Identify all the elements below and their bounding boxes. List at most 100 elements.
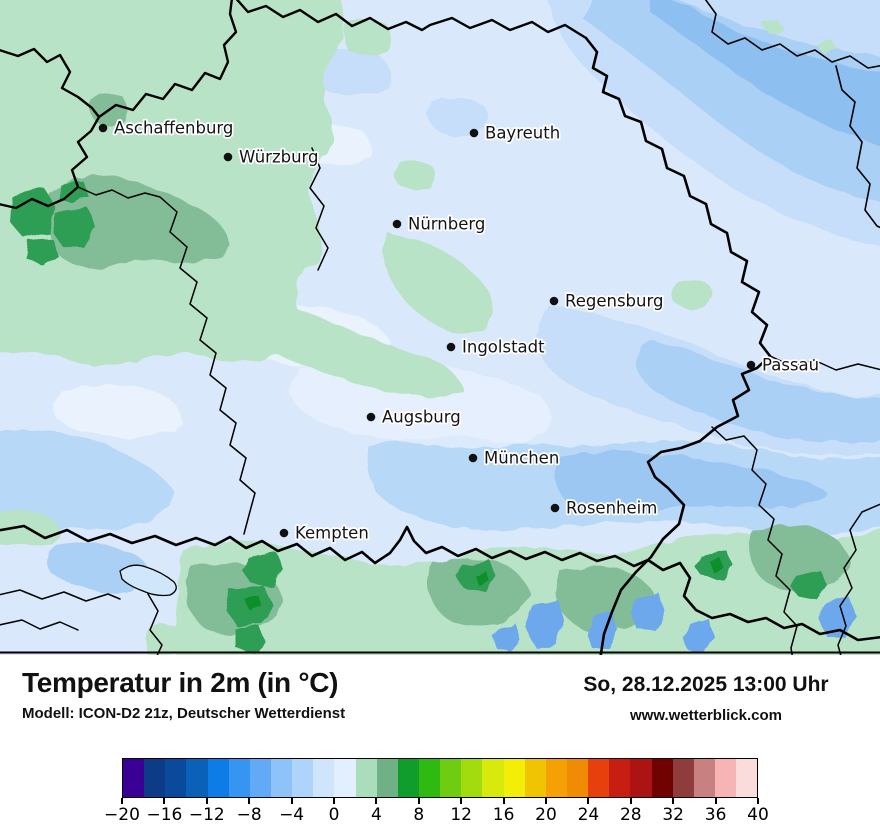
colorbar-segment: [292, 759, 314, 797]
city-dot: [746, 360, 756, 370]
colorbar-tick-label: −20: [104, 805, 140, 825]
border-alps: [0, 524, 880, 642]
colorbar-segment: [144, 759, 166, 797]
city-label: Rosenheim: [566, 499, 657, 518]
colorbar-segment: [376, 759, 398, 797]
terrain-green-dark: [10, 180, 828, 652]
city-dot: [223, 152, 233, 162]
colorbar-tick: [757, 798, 759, 804]
border-tyrol-salzburg: [711, 426, 798, 655]
colorbar-ticks: −20 −16 −12 −8 −4 0 4 8 12 16 20 24 28 32 36 40: [104, 798, 769, 828]
colorbar-tick: [163, 798, 166, 804]
temperature-colorbar: [122, 758, 758, 798]
colorbar-segment: [482, 759, 504, 797]
map-bottom-divider: [0, 651, 880, 654]
colorbar-tick-label: 36: [704, 805, 727, 825]
border-lines: [0, 0, 880, 655]
colorbar-tick: [502, 798, 505, 804]
forecast-datetime: So, 28.12.2025 13:00 Uhr: [583, 673, 829, 696]
border-swiss-south: [0, 619, 79, 631]
border-ne-corner-2: [835, 65, 880, 229]
map-svg: Aschaffenburg Würzburg Bayreuth Nürnberg Reg…: [0, 0, 880, 655]
colorbar-tick-label: −16: [146, 805, 183, 825]
colorbar-segment: [609, 759, 631, 797]
city-label: Kempten: [295, 524, 369, 543]
colorbar-tick-label: 32: [662, 805, 685, 825]
colorbar-segment: [588, 759, 610, 797]
colorbar-tick: [629, 798, 632, 804]
city-label: Regensburg: [565, 292, 663, 311]
colorbar-tick-label: −12: [188, 805, 225, 825]
colorbar-tick: [290, 798, 293, 804]
city-label: Nürnberg: [408, 215, 485, 234]
colorbar-segment: [249, 759, 271, 797]
border-north-west: [97, 0, 238, 119]
colorbar-segment: [524, 759, 546, 797]
city-label: Aschaffenburg: [114, 119, 233, 138]
colorbar-tick-label: 24: [577, 805, 600, 825]
colorbar-tick-label: −8: [236, 805, 262, 825]
colorbar-tick: [460, 798, 463, 804]
colorbar-segment: [693, 759, 715, 797]
colorbar-tick-label: 20: [535, 805, 557, 825]
colorbar-segment: [228, 759, 250, 797]
border-north-east: [235, 0, 588, 40]
border-hessen: [0, 47, 101, 210]
city-label: Passau: [762, 356, 819, 375]
colorbar-tick: [714, 798, 717, 804]
terrain-green-deepest: [244, 559, 725, 611]
city-dot: [469, 128, 479, 138]
border-ne-corner-1: [704, 0, 880, 69]
colorbar-tick: [587, 798, 590, 804]
city-label: München: [484, 449, 559, 468]
city-dot: [468, 453, 478, 463]
border-salzburg-east: [837, 503, 880, 655]
colorbar-tick: [121, 798, 123, 804]
border-swiss-rhine: [0, 589, 121, 602]
colorbar-segment: [714, 759, 737, 797]
model-info: Modell: ICON-D2 21z, Deutscher Wetterdie…: [22, 705, 346, 722]
colorbar-tick: [672, 798, 675, 804]
colorbar-segment: [651, 759, 673, 797]
city-label: Würzburg: [239, 148, 319, 167]
colorbar-tick: [333, 798, 335, 804]
colorbar-tick-label: 4: [370, 805, 382, 825]
colorbar-segment: [334, 759, 356, 797]
colorbar-segment: [440, 759, 462, 797]
border-austria-east: [769, 355, 880, 371]
colorbar-segment: [503, 759, 525, 797]
colorbar-tick-label: 12: [450, 805, 473, 825]
border-vorarlberg: [147, 593, 163, 655]
colorbar-segment: [186, 759, 208, 797]
website-credit: www.wetterblick.com: [630, 707, 782, 724]
city-label: Ingolstadt: [462, 338, 545, 357]
colorbar-segment: [207, 759, 229, 797]
colorbar-tick-label: −4: [279, 805, 305, 825]
colorbar-tick: [248, 798, 251, 804]
colorbar-segment: [270, 759, 293, 797]
colorbar-segment: [630, 759, 652, 797]
lake-constance: [119, 564, 177, 597]
colorbar-segment: [418, 759, 441, 797]
colorbar-tick: [417, 798, 420, 804]
page-title: Temperatur in 2m (in °C): [22, 667, 339, 698]
colorbar-segment: [123, 759, 145, 797]
colorbar-tick-label: 40: [747, 805, 769, 825]
city-dot: [98, 123, 108, 133]
city-dot: [549, 296, 559, 306]
border-baden-wuerttemberg: [77, 186, 256, 535]
terrain-southwest-band: [0, 429, 175, 531]
colorbar-segment: [397, 759, 419, 797]
colorbar-segment: [355, 759, 377, 797]
city-dot: [279, 528, 289, 538]
colorbar-tick: [545, 798, 547, 804]
terrain-blue-valley-spots: [492, 592, 856, 652]
temperature-map: Aschaffenburg Würzburg Bayreuth Nürnberg Reg…: [0, 0, 880, 655]
colorbar-tick: [205, 798, 208, 804]
colorbar-tick-label: 0: [328, 805, 340, 825]
map-footer: Temperatur in 2m (in °C) Modell: ICON-D2…: [0, 655, 880, 830]
colorbar-segment: [461, 759, 483, 797]
colorbar-segment: [165, 759, 187, 797]
city-label: Augsburg: [382, 408, 461, 427]
